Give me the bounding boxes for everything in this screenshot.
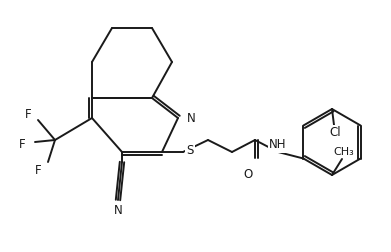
Text: N: N (114, 204, 122, 216)
Text: CH₃: CH₃ (334, 147, 354, 157)
Text: F: F (25, 109, 31, 121)
Text: F: F (35, 164, 41, 176)
Text: O: O (243, 169, 253, 181)
Text: Cl: Cl (329, 127, 341, 140)
Text: S: S (187, 143, 194, 156)
Text: N: N (187, 111, 196, 124)
Text: NH: NH (269, 139, 287, 151)
Text: F: F (19, 138, 25, 150)
